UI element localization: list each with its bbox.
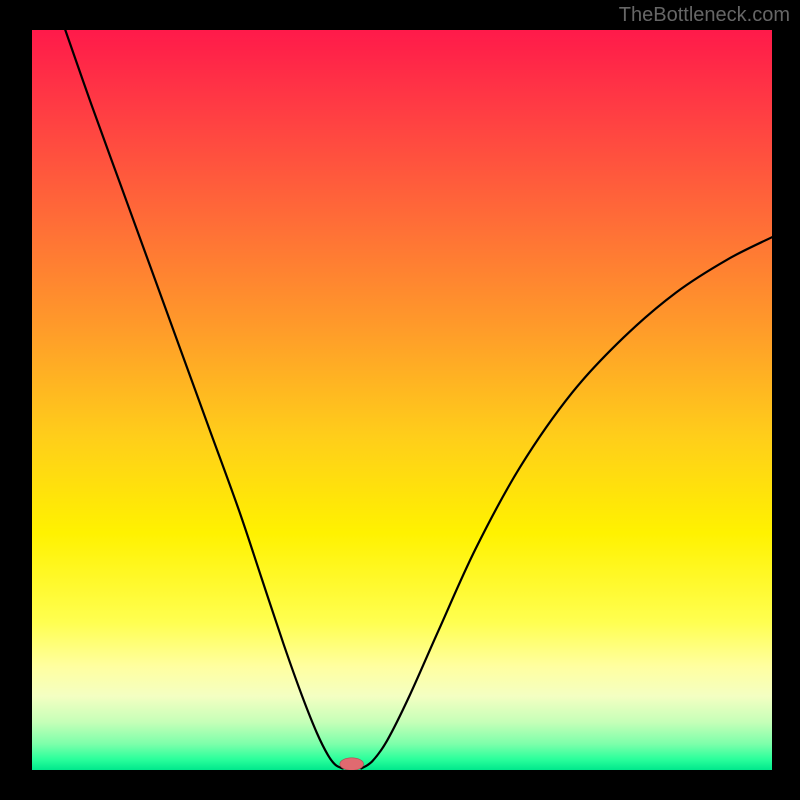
chart-background-gradient (32, 30, 772, 770)
chart-plot-area (32, 30, 772, 770)
chart-svg (32, 30, 772, 770)
minimum-marker (340, 758, 364, 770)
watermark-text: TheBottleneck.com (619, 4, 790, 27)
